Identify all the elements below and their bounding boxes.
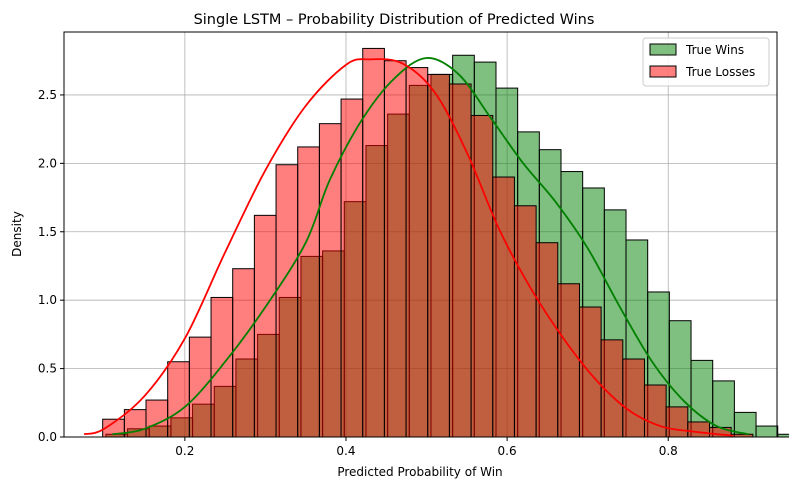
- bars: [102, 47, 789, 438]
- bar-1-25: [643, 384, 667, 438]
- y-axis-ticks: 0.0 0.5 1.0 1.5 2.0 2.5: [38, 88, 64, 444]
- bar-1-12: [362, 47, 385, 438]
- bar-1-17: [470, 114, 494, 438]
- legend-swatch-true-losses: [649, 65, 677, 78]
- bar-1-20: [535, 242, 559, 438]
- legend-swatch-true-wins: [649, 43, 677, 56]
- y-axis-title: Density: [10, 211, 24, 257]
- bar-1-26: [665, 406, 689, 438]
- kde-line-1: [83, 58, 733, 437]
- bar-1-9: [297, 146, 320, 438]
- bar-0-31: [777, 433, 789, 438]
- bar-1-14: [405, 67, 429, 438]
- bar-1-4: [188, 336, 212, 438]
- kde-line-0: [112, 57, 750, 436]
- bar-1-10: [318, 123, 342, 438]
- x-tick-label-2: 0.6: [498, 444, 517, 458]
- x-tick-label-0: 0.2: [175, 444, 194, 458]
- bar-0-30: [755, 425, 779, 438]
- y-tick-label-4: 2.0: [38, 156, 57, 170]
- bar-1-6: [232, 268, 255, 438]
- plot-frame: [63, 31, 778, 438]
- bar-1-7: [253, 214, 277, 438]
- bar-1-21: [557, 283, 580, 438]
- bar-1-2: [145, 399, 169, 438]
- chart-title: Single LSTM – Probability Distribution o…: [194, 12, 595, 28]
- bar-1-19: [513, 205, 537, 438]
- bar-1-3: [167, 361, 190, 438]
- legend-label-true-wins: True Wins: [685, 43, 744, 57]
- bar-1-24: [622, 358, 645, 438]
- bar-1-27: [687, 421, 710, 438]
- y-tick-label-2: 1.0: [38, 293, 57, 307]
- x-tick-label-1: 0.4: [336, 444, 355, 458]
- x-axis-ticks: 0.2 0.4 0.6 0.8: [175, 437, 678, 458]
- y-tick-label-3: 1.5: [38, 225, 57, 239]
- bar-1-13: [383, 60, 407, 438]
- x-axis-title: Predicted Probability of Win: [337, 465, 502, 479]
- kde-curves: [83, 57, 750, 437]
- legend-label-true-losses: True Losses: [685, 65, 755, 79]
- x-tick-label-3: 0.8: [659, 444, 678, 458]
- bar-1-18: [492, 176, 515, 438]
- y-tick-label-0: 0.0: [38, 430, 57, 444]
- y-tick-label-1: 0.5: [38, 362, 57, 376]
- y-tick-label-5: 2.5: [38, 88, 57, 102]
- legend: True Wins True Losses: [642, 37, 770, 87]
- bar-1-15: [427, 73, 450, 438]
- bar-1-8: [275, 164, 299, 438]
